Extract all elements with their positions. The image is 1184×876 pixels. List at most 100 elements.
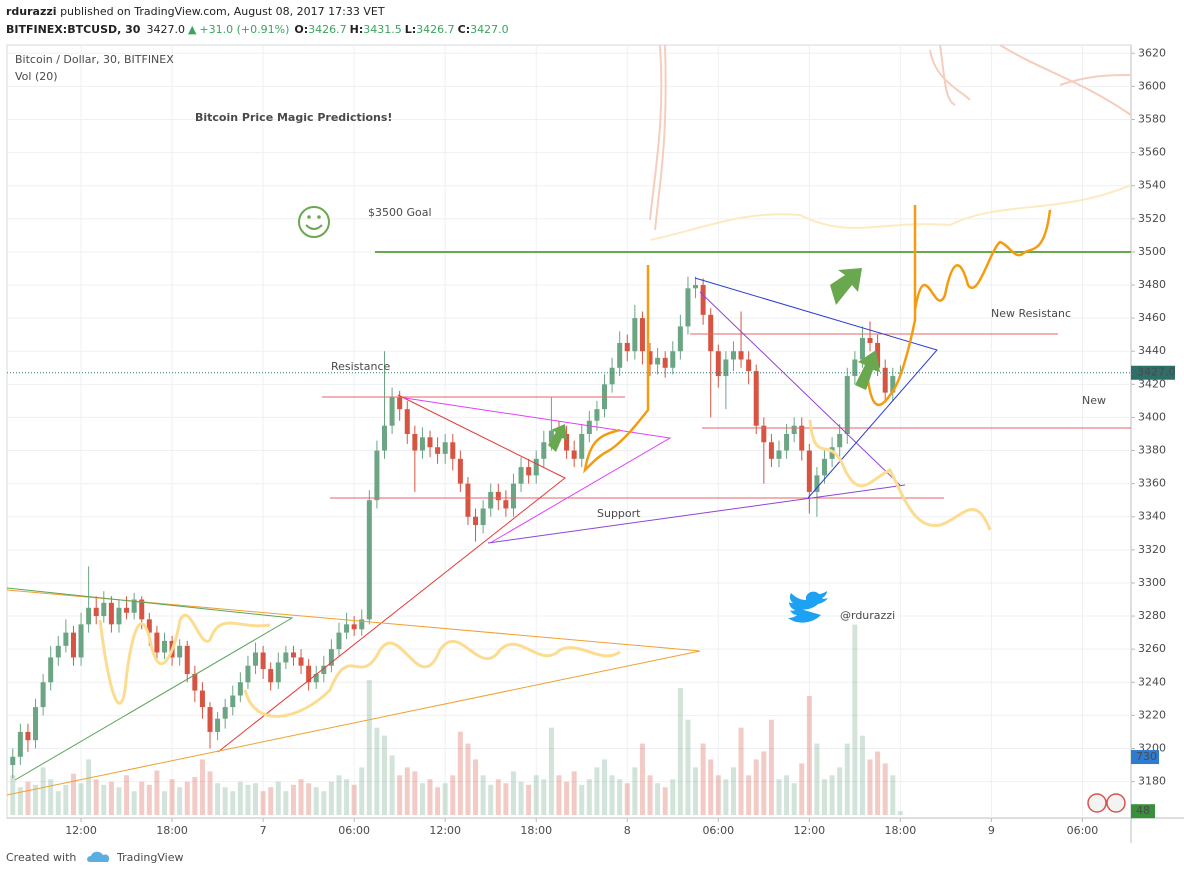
y-tick-label: 3280 <box>1138 609 1166 622</box>
candle-body <box>548 430 554 443</box>
volume-bar <box>586 779 592 815</box>
candle-body <box>457 458 463 484</box>
volume-label: 48 <box>1136 804 1150 817</box>
volume-bar <box>708 759 714 815</box>
volume-bar <box>890 775 896 815</box>
price: 3427.0 <box>146 23 185 36</box>
volume-bar <box>131 791 137 815</box>
volume-bar <box>564 781 570 815</box>
y-tick-label: 3340 <box>1138 510 1166 523</box>
candle-body <box>647 351 653 365</box>
y-tick-label: 3240 <box>1138 675 1166 688</box>
volume-bar <box>427 779 433 815</box>
volume-bar <box>776 779 782 815</box>
annotation: $3500 Goal <box>368 206 432 219</box>
author[interactable]: rdurazzi <box>6 5 57 18</box>
volume-bar <box>465 743 471 815</box>
candle-body <box>632 318 638 352</box>
y-tick-label: 3360 <box>1138 477 1166 490</box>
y-tick-label: 3580 <box>1138 112 1166 125</box>
y-tick-label: 3220 <box>1138 708 1166 721</box>
candle-body <box>510 483 516 509</box>
volume-bar <box>495 779 501 815</box>
y-tick-label: 3300 <box>1138 576 1166 589</box>
volume-bar <box>806 695 812 815</box>
candle-body <box>852 359 858 377</box>
x-tick-label: 06:00 <box>1067 824 1099 837</box>
l-label: L: <box>405 23 416 36</box>
volume-bar <box>548 727 554 815</box>
candle-body <box>624 342 630 352</box>
volume-bar <box>298 779 304 815</box>
candle-body <box>662 357 668 368</box>
candle-body <box>108 602 114 625</box>
volume-bar <box>116 787 122 815</box>
h-value: 3431.5 <box>363 23 402 36</box>
y-tick-label: 3600 <box>1138 79 1166 92</box>
candle-body <box>404 409 410 434</box>
l-value: 3426.7 <box>416 23 455 36</box>
footer-created: Created with <box>6 851 76 864</box>
x-tick-label: 7 <box>260 824 267 837</box>
candle-body <box>708 314 714 352</box>
volume-bar <box>78 783 84 815</box>
volume-bar <box>480 775 486 815</box>
candle-body <box>215 718 221 732</box>
candle-body <box>328 649 334 666</box>
volume-bar <box>541 779 547 815</box>
candle-body <box>503 500 509 509</box>
annotation[interactable]: @rdurazzi <box>840 609 895 622</box>
volume-bar <box>336 775 342 815</box>
trend-line <box>694 277 938 499</box>
candle-body <box>419 437 425 451</box>
candle-body <box>480 508 486 526</box>
volume-bar <box>199 759 205 815</box>
candle-body <box>730 351 736 360</box>
candle-body <box>260 652 266 670</box>
volume-bar <box>632 767 638 815</box>
volume-bar <box>230 791 236 815</box>
volume-bar <box>822 779 828 815</box>
candle-body <box>298 657 304 666</box>
volume-bar <box>389 755 395 815</box>
volume-bar <box>624 783 630 815</box>
candle-body <box>253 652 259 666</box>
candle-body <box>222 707 228 719</box>
volume-bar <box>177 787 183 815</box>
volume-bar <box>313 787 319 815</box>
footer-brand[interactable]: TradingView <box>116 851 183 864</box>
candle-body <box>890 376 896 393</box>
volume-bar <box>381 735 388 815</box>
candle-body <box>617 342 623 368</box>
candle-body <box>313 673 319 683</box>
candle-body <box>283 652 289 663</box>
volume-bar <box>124 775 130 815</box>
trend-line <box>487 291 906 544</box>
prediction-path <box>583 265 650 474</box>
projection <box>243 640 621 718</box>
volume-bar <box>268 787 274 815</box>
candle-body <box>465 483 471 517</box>
candle-body <box>70 632 76 658</box>
volume-bar <box>442 783 448 815</box>
up-arrow: ▲ <box>188 23 197 36</box>
volume-bar <box>260 791 266 815</box>
candle-body <box>25 731 31 741</box>
candle-body <box>207 707 213 732</box>
x-tick-label: 06:00 <box>338 824 370 837</box>
volume-bar <box>63 784 69 815</box>
candle-body <box>488 491 494 509</box>
volume-bar <box>253 783 259 815</box>
volume-bar <box>639 743 645 815</box>
volume-bar <box>571 771 577 815</box>
candle-body <box>655 357 661 365</box>
candle-body <box>533 458 539 476</box>
arrow-icon <box>548 424 567 452</box>
smiley-face <box>298 206 330 238</box>
volume-bar <box>844 743 850 815</box>
candle-body <box>670 351 676 368</box>
twitter-icon <box>788 591 828 623</box>
candle-body <box>738 351 744 360</box>
candle-body <box>700 285 706 315</box>
x-tick-label: 12:00 <box>793 824 825 837</box>
